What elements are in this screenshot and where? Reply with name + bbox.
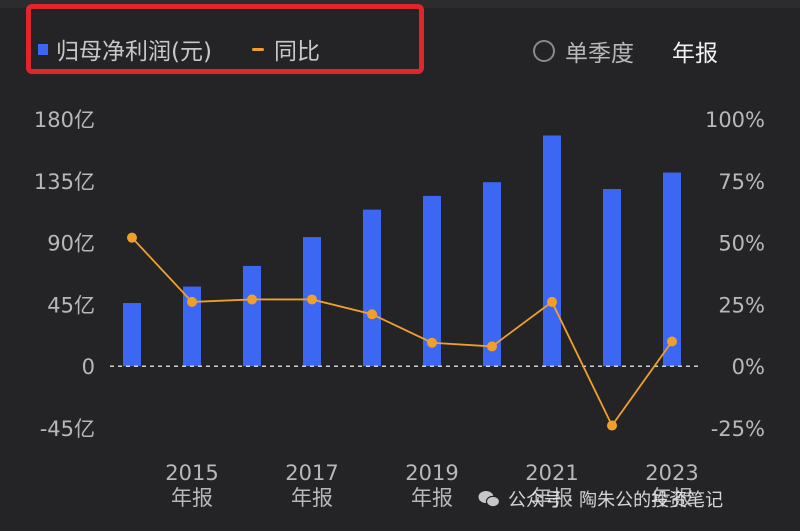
legend-line-label: 同比	[274, 39, 320, 65]
yoy-point-2022	[607, 420, 617, 431]
bar-2016	[243, 265, 261, 367]
wechat-icon	[478, 491, 500, 508]
bar-2018	[363, 209, 381, 367]
bar-2021	[543, 135, 561, 367]
legend-item-line[interactable]: 同比	[252, 34, 320, 65]
watermark-text: 公众号 · 陶朱公的投资笔记	[508, 490, 724, 511]
y-right-tick-label: 0%	[732, 355, 765, 379]
yoy-point-2019	[427, 337, 437, 348]
bar-swatch-icon	[38, 43, 48, 55]
bar-2015	[183, 286, 201, 367]
x-tick-period-label: 年报	[171, 486, 213, 510]
yoy-point-2020	[487, 341, 497, 352]
bar-2020	[483, 182, 501, 367]
bar-2019	[423, 195, 441, 367]
y-right-tick-label: 75%	[718, 170, 765, 194]
yoy-point-2021	[547, 296, 557, 307]
y-right-tick-label: 100%	[705, 108, 765, 132]
yoy-line	[131, 237, 673, 428]
y-left-tick-label: 90亿	[47, 232, 95, 256]
yoy-point-2015	[187, 296, 197, 307]
quarterly-label: 单季度	[565, 41, 634, 67]
line-swatch-icon	[252, 47, 264, 51]
y-right-tick-label: -25%	[711, 417, 765, 441]
y-left-tick-label: 0	[82, 355, 95, 379]
x-tick-year-label: 2023	[645, 461, 698, 485]
x-tick-period-label: 年报	[531, 486, 573, 510]
yoy-point-2017	[307, 294, 317, 305]
radio-circle-icon	[533, 40, 555, 62]
watermark: 公众号 · 陶朱公的投资笔记	[478, 484, 723, 514]
yoy-point-2023	[667, 336, 677, 347]
yoy-point-2018	[367, 309, 377, 320]
bar-2014	[123, 303, 141, 367]
legend-item-bar[interactable]: 归母净利润(元)	[38, 34, 212, 65]
y-right-tick-label: 50%	[718, 232, 765, 256]
y-left-tick-label: -45亿	[40, 417, 95, 441]
y-left-tick-label: 180亿	[34, 108, 95, 132]
y-left-tick-label: 45亿	[47, 293, 95, 317]
yoy-point-2016	[247, 294, 257, 305]
annual-toggle[interactable]: 年报	[672, 34, 718, 68]
x-tick-year-label: 2019	[405, 461, 458, 485]
x-tick-period-label: 年报	[411, 486, 453, 510]
legend-highlight-box	[26, 4, 424, 74]
bar-2023	[663, 172, 681, 367]
x-tick-year-label: 2015	[165, 461, 218, 485]
yoy-point-2014	[127, 232, 137, 243]
y-right-tick-label: 25%	[718, 293, 765, 317]
x-tick-period-label: 年报	[291, 486, 333, 510]
x-tick-period-label: 年报	[651, 486, 693, 510]
bar-2022	[603, 189, 621, 367]
y-left-tick-label: 135亿	[34, 170, 95, 194]
x-tick-year-label: 2021	[525, 461, 578, 485]
x-tick-year-label: 2017	[285, 461, 338, 485]
quarterly-toggle[interactable]: 单季度	[533, 34, 634, 68]
annual-label: 年报	[672, 41, 718, 67]
legend-bar-label: 归母净利润(元)	[56, 39, 212, 65]
